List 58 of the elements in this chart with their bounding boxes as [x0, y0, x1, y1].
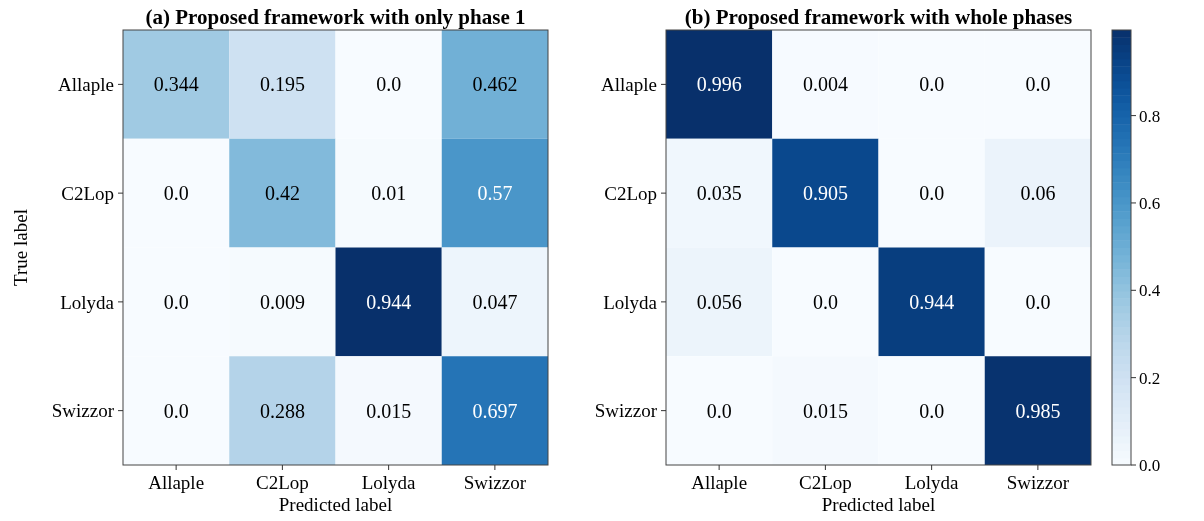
data-label: 0.42 [264, 182, 300, 205]
data-label: 0.905 [802, 182, 848, 205]
y-axis-title: True label [10, 209, 31, 286]
data-label: 0.015 [366, 399, 412, 422]
data-label: 0.985 [1015, 399, 1061, 422]
color-bar-label: 0.2 [1139, 368, 1161, 388]
data-label: 0.344 [153, 73, 199, 96]
color-bar-label: 0.4 [1139, 281, 1161, 301]
data-label: 0.288 [259, 399, 305, 422]
x-tick-label: Swizzor [1006, 472, 1070, 493]
x-axis-title: Predicted label [278, 494, 393, 515]
x-tick-label: Lolyda [904, 472, 960, 493]
data-label: 0.015 [802, 399, 848, 422]
data-label: 0.0 [163, 399, 189, 422]
data-label: 0.0 [1025, 290, 1051, 313]
y-tick-label: Swizzor [51, 400, 115, 422]
color-bar-label: 0.0 [1139, 455, 1161, 475]
data-label: 0.0 [376, 73, 402, 96]
data-label: 0.056 [696, 290, 742, 313]
data-label: 0.996 [696, 73, 742, 96]
chart-title: (a) Proposed framework with only phase 1 [145, 5, 526, 29]
y-tick-label: C2Lop [604, 182, 657, 204]
x-tick-label: Allaple [691, 472, 748, 493]
data-label: 0.0 [706, 399, 732, 422]
color-bar-label: 0.6 [1139, 193, 1161, 213]
x-tick-label: Lolyda [361, 472, 417, 493]
x-axis-title: Predicted label [821, 494, 936, 515]
data-label: 0.06 [1020, 182, 1056, 205]
data-label: 0.57 [477, 182, 513, 205]
data-label: 0.01 [371, 182, 407, 205]
x-tick-label: Swizzor [463, 472, 527, 493]
data-label: 0.0 [919, 399, 945, 422]
y-tick-label: Lolyda [60, 291, 115, 313]
data-label: 0.462 [472, 73, 518, 96]
x-tick-label: C2Lop [255, 472, 309, 493]
y-tick-label: Allaple [58, 74, 114, 96]
data-label: 0.047 [472, 290, 518, 313]
data-label: 0.035 [696, 182, 742, 205]
x-tick-label: C2Lop [798, 472, 852, 493]
chart-title: (b) Proposed framework with whole phases [684, 5, 1073, 29]
data-label: 0.697 [472, 399, 518, 422]
data-label: 0.0 [163, 182, 189, 205]
data-label: 0.944 [366, 290, 412, 313]
y-tick-label: Lolyda [603, 291, 658, 313]
x-tick-label: Allaple [148, 472, 205, 493]
data-label: 0.944 [909, 290, 955, 313]
data-label: 0.004 [802, 73, 848, 96]
data-label: 0.195 [259, 73, 305, 96]
data-label: 0.009 [259, 290, 305, 313]
data-label: 0.0 [812, 290, 838, 313]
y-tick-label: C2Lop [61, 182, 114, 204]
y-tick-label: Allaple [601, 74, 657, 96]
color-bar-label: 0.8 [1139, 106, 1161, 126]
data-label: 0.0 [919, 73, 945, 96]
data-label: 0.0 [1025, 73, 1051, 96]
data-label: 0.0 [163, 290, 189, 313]
data-label: 0.0 [919, 182, 945, 205]
y-tick-label: Swizzor [594, 400, 658, 422]
